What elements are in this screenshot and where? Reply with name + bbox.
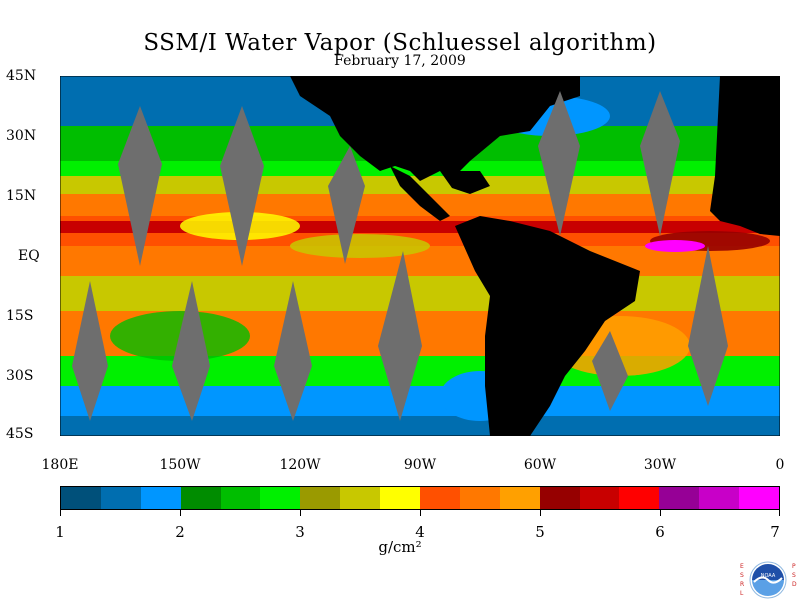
colorbar-tick: [420, 510, 421, 516]
colorbar-swatch: [659, 487, 700, 509]
colorbar-units: g/cm²: [378, 538, 422, 556]
colorbar-label: 1: [55, 523, 65, 541]
lon-label: 90W: [403, 457, 437, 473]
logo-esrl-letter: L: [740, 590, 744, 597]
logo-esrl-letter: R: [740, 581, 744, 588]
patch-yellow-2: [290, 234, 430, 258]
band-itcz: [60, 221, 780, 233]
colorbar-swatch: [699, 487, 740, 509]
colorbar-swatch: [420, 487, 460, 509]
swath: [378, 251, 422, 421]
colorbar-swatch: [220, 487, 261, 509]
logo-psd-letter: D: [792, 581, 797, 588]
colorbar-label: 4: [415, 523, 425, 541]
lon-label: 120W: [279, 457, 321, 473]
lon-label: 180E: [41, 457, 79, 473]
lat-label: 15S: [6, 308, 34, 324]
band-highest-south: [60, 416, 780, 436]
swath: [538, 91, 580, 236]
colorbar-tick: [660, 510, 661, 516]
south-america: [455, 216, 640, 436]
north-america: [290, 76, 580, 181]
lon-label: 0: [775, 457, 785, 473]
lat-label: 30S: [6, 368, 34, 384]
colorbar-swatch: [739, 487, 780, 509]
swath: [220, 106, 264, 266]
colorbar-tick: [540, 510, 541, 516]
colorbar-label: 5: [535, 523, 545, 541]
colorbar-swatch: [619, 487, 660, 509]
noaa-logo: NOAA E S R L P S D: [740, 561, 797, 599]
colorbar-swatch: [459, 487, 500, 509]
colorbar-tick: [779, 510, 780, 516]
colorbar-swatch: [180, 487, 221, 509]
colorbar-swatch: [260, 487, 301, 509]
swath: [72, 281, 108, 421]
patch-magenta: [645, 240, 705, 252]
water-vapor-map: [60, 76, 780, 436]
colorbar-swatch: [100, 487, 141, 509]
colorbar-swatch: [380, 487, 421, 509]
logo-psd-letter: P: [792, 563, 796, 570]
colorbar-tick: [60, 510, 61, 516]
colorbar-label: 7: [770, 523, 780, 541]
logo-psd-letter: S: [792, 572, 796, 579]
nodata-swaths: [72, 91, 728, 421]
europe-tip: [740, 76, 780, 116]
swath: [640, 91, 680, 236]
colorbar-swatch: [539, 487, 580, 509]
colorbar-swatch: [499, 487, 540, 509]
colorbar-label: 3: [295, 523, 305, 541]
lon-label: 60W: [523, 457, 557, 473]
lat-label: 30N: [6, 128, 37, 144]
swath: [328, 146, 365, 264]
colorbar-swatch: [579, 487, 620, 509]
africa: [710, 76, 780, 236]
swath: [118, 106, 162, 266]
colorbar-label: 6: [655, 523, 665, 541]
colorbar-swatch: [340, 487, 381, 509]
colorbar-tick: [300, 510, 301, 516]
swath: [274, 281, 312, 421]
lat-label: EQ: [18, 248, 40, 264]
band-south-yellow: [60, 276, 780, 316]
lon-label: 150W: [159, 457, 201, 473]
logo-center-text: NOAA: [761, 573, 776, 579]
colorbar-label: 2: [175, 523, 185, 541]
central-america: [390, 166, 450, 221]
map-date: February 17, 2009: [334, 53, 466, 69]
lat-label: 45N: [6, 68, 37, 84]
swath: [592, 331, 628, 411]
swath: [688, 246, 728, 406]
map-title: SSM/I Water Vapor (Schluessel algorithm): [143, 30, 657, 56]
swath: [172, 281, 210, 421]
logo-esrl-letter: S: [740, 572, 744, 579]
colorbar-swatch: [140, 487, 181, 509]
colorbar-tick: [180, 510, 181, 516]
lat-label: 45S: [6, 426, 34, 442]
gulf-florida: [440, 171, 490, 194]
colorbar-swatch: [61, 487, 101, 509]
colorbar-swatch: [300, 487, 341, 509]
logo-esrl-letter: E: [740, 563, 744, 570]
lat-label: 15N: [6, 188, 37, 204]
colorbar: [60, 486, 780, 510]
lon-label: 30W: [643, 457, 677, 473]
